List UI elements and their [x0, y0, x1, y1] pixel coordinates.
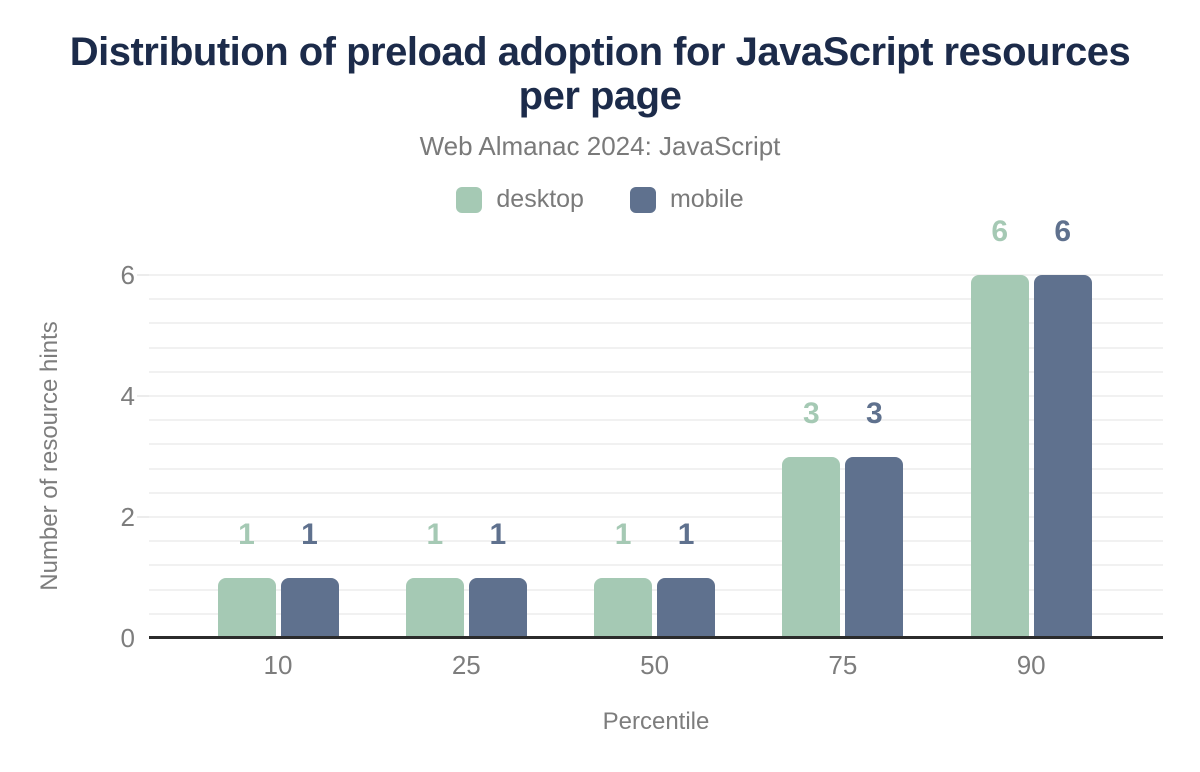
gridline: [149, 298, 1163, 301]
bar-mobile-75: [845, 456, 904, 638]
page-title: Distribution of preload adoption for Jav…: [69, 30, 1131, 118]
y-tick-label: 2: [120, 502, 135, 532]
y-tickmark: [137, 516, 149, 518]
y-tickmark: [137, 395, 149, 397]
legend-item-mobile[interactable]: mobile: [629, 185, 744, 214]
x-tick-label: 75: [828, 650, 858, 680]
bar-desktop-50: [594, 577, 653, 638]
value-label-desktop-25: 1: [426, 517, 444, 551]
gridline: [149, 274, 1163, 276]
y-axis-title: Number of resource hints: [36, 321, 63, 591]
gridline: [149, 467, 1163, 470]
y-tickmark: [137, 274, 149, 276]
gridline: [149, 612, 1163, 615]
bar-desktop-90: [970, 275, 1029, 638]
legend-label-desktop: desktop: [496, 185, 584, 213]
bar-mobile-10: [280, 577, 339, 638]
gridline: [149, 516, 1163, 518]
bar-desktop-10: [217, 577, 276, 638]
gridline: [149, 370, 1163, 373]
plot-area: 0 2 4 6 1 1 10 1 1 25 1 1 50 3 3 75 6 6 90: [121, 217, 1163, 680]
gridline: [149, 564, 1163, 567]
value-label-desktop-10: 1: [238, 517, 255, 551]
gridline: [149, 443, 1163, 446]
value-label-desktop-50: 1: [614, 517, 632, 551]
value-label-mobile-90: 6: [1054, 215, 1072, 248]
x-tick-label: 90: [1016, 650, 1046, 680]
x-tick-label: 50: [640, 650, 670, 680]
legend: desktop mobile: [0, 185, 1200, 214]
gridline: [149, 322, 1163, 325]
bar-mobile-25: [468, 577, 527, 638]
x-tick-label: 25: [451, 650, 481, 680]
value-label-mobile-75: 3: [866, 396, 883, 430]
value-label-mobile-25: 1: [489, 517, 507, 551]
desktop-swatch-icon: [456, 186, 483, 213]
x-tick-label: 10: [263, 650, 293, 680]
gridline: [149, 346, 1163, 349]
value-label-desktop-90: 6: [991, 215, 1009, 248]
x-axis-line: [149, 636, 1163, 639]
gridline: [149, 588, 1163, 591]
y-tick-label: 4: [120, 381, 135, 411]
value-label-mobile-10: 1: [301, 517, 318, 551]
value-label-mobile-50: 1: [677, 517, 695, 551]
bar-mobile-50: [657, 577, 716, 638]
page-subtitle: Web Almanac 2024: JavaScript: [419, 131, 781, 161]
y-tick-label: 6: [120, 260, 135, 290]
bar-mobile-90: [1033, 275, 1092, 638]
x-axis-title: Percentile: [602, 708, 710, 735]
y-tick-label: 0: [120, 623, 135, 653]
legend-item-desktop[interactable]: desktop: [456, 185, 584, 214]
bar-desktop-25: [405, 577, 464, 638]
legend-label-mobile: mobile: [669, 185, 744, 213]
bar-desktop-75: [782, 456, 841, 638]
gridline: [149, 491, 1163, 494]
value-label-desktop-75: 3: [803, 396, 820, 430]
gridline: [149, 540, 1163, 543]
gridline: [149, 419, 1163, 422]
gridline: [149, 395, 1163, 397]
mobile-swatch-icon: [629, 186, 656, 213]
